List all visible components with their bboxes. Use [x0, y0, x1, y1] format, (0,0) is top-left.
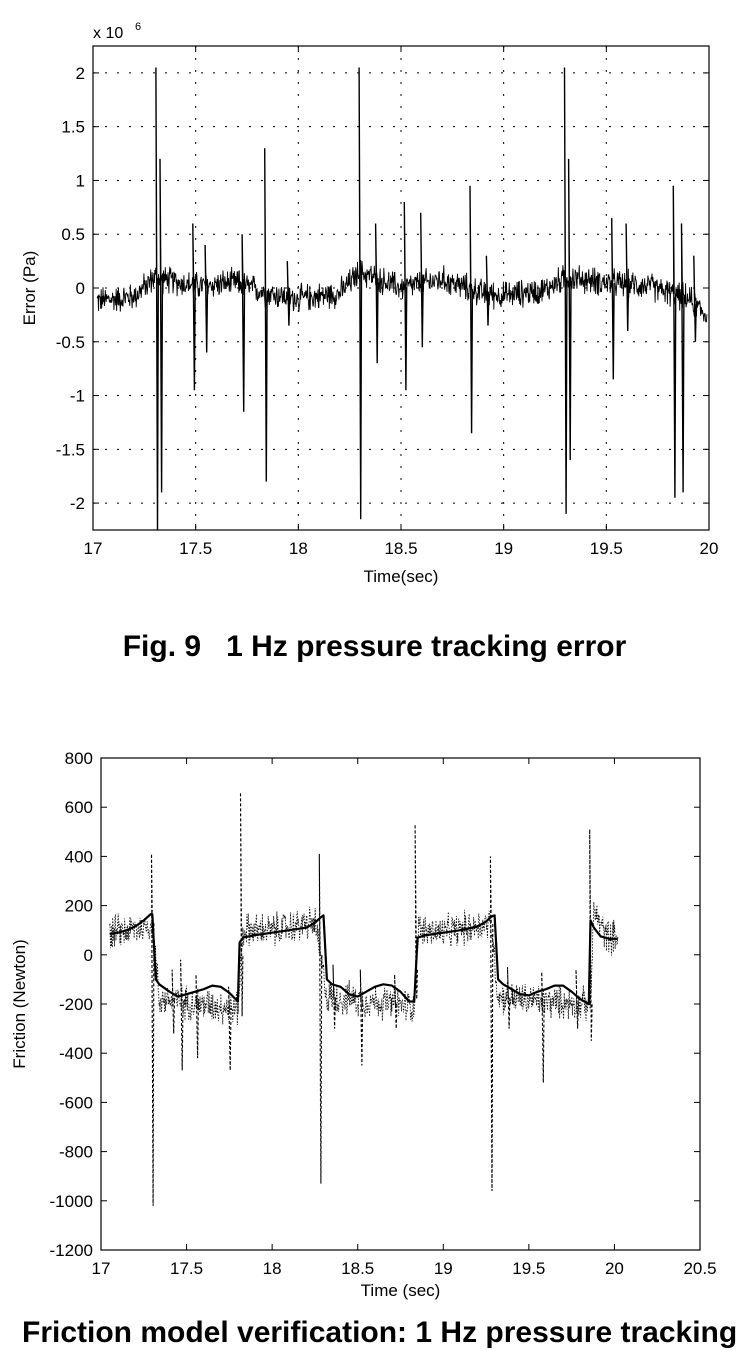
x-tick-label: 17.5: [179, 539, 212, 558]
plot-frame: [100, 757, 701, 1251]
x-tick-label: 19.5: [512, 1259, 545, 1278]
x-tick-label: 17.5: [170, 1259, 203, 1278]
y-tick-label: 400: [65, 847, 93, 866]
series-spike: [589, 829, 593, 1041]
series-spike: [420, 212, 424, 348]
series-spike: [414, 824, 419, 1000]
series-spike: [192, 223, 196, 391]
chart-friction-model: 17 17.5 18 18.5 19 19.5 20 20.5 -1200 -1000 -800 -6…: [10, 749, 717, 1300]
x-tick-label: 17: [92, 1259, 111, 1278]
y-tick-label: -200: [59, 995, 93, 1014]
y-tick-label: 200: [65, 897, 93, 916]
y-tick-label: 1: [76, 171, 85, 190]
series-spike: [575, 969, 579, 1029]
series-spike: [241, 234, 246, 412]
series-spike: [358, 67, 363, 520]
series-trace-1: [109, 901, 619, 1026]
y-tick-label: 600: [65, 798, 93, 817]
tick-group: 17 17.5 18 18.5 19 19.5 20 20.5 -1200 -1000 -800 -6…: [50, 749, 717, 1278]
series-spike: [693, 255, 697, 342]
y-tick-label: 2: [76, 64, 85, 83]
series-spike: [394, 974, 398, 1029]
x-axis-label: Time(sec): [364, 567, 439, 586]
series-spike: [286, 261, 291, 326]
y-tick-label: -0.5: [56, 333, 85, 352]
series-spike: [506, 967, 511, 1029]
series-spike: [567, 158, 572, 461]
x-tick-label: 18: [263, 1259, 282, 1278]
x-tick-label: 18.5: [384, 539, 417, 558]
y-tick-label: -400: [59, 1044, 93, 1063]
series-spike: [318, 853, 323, 1184]
series-spike: [485, 255, 490, 326]
x-tick-label: 20: [605, 1259, 624, 1278]
y-multiplier-exponent: 6: [135, 21, 141, 33]
series-spike: [159, 158, 164, 493]
series-spike: [469, 185, 474, 434]
series-spike: [195, 974, 199, 1059]
x-axis-label: Time (sec): [361, 1281, 441, 1300]
y-tick-label: -800: [59, 1143, 93, 1162]
x-tick-label: 18.5: [341, 1259, 374, 1278]
x-tick-label: 20.5: [683, 1259, 716, 1278]
x-tick-label: 17: [84, 539, 103, 558]
y-tick-label: -2: [70, 494, 85, 513]
series-spike: [332, 964, 336, 1029]
y-axis-label: Error (Pa): [20, 251, 39, 326]
series-spike: [541, 971, 545, 1083]
series-spike: [489, 856, 494, 1192]
series-spike: [359, 969, 364, 1066]
series-group: [96, 67, 708, 531]
y-tick-label: -1000: [50, 1192, 93, 1211]
x-tick-label: 19: [434, 1259, 453, 1278]
series-group: [109, 792, 619, 1206]
x-tick-label: 19.5: [590, 539, 623, 558]
y-multiplier-label: x 10: [93, 25, 123, 42]
series-spike: [403, 201, 408, 391]
series-spike: [204, 244, 209, 353]
y-tick-label: -1.5: [56, 440, 85, 459]
y-tick-label: 0: [84, 946, 93, 965]
y-tick-label: 1.5: [61, 118, 85, 137]
y-tick-label: -600: [59, 1093, 93, 1112]
x-tick-label: 20: [700, 539, 719, 558]
x-tick-label: 19: [494, 539, 513, 558]
y-tick-label: 800: [65, 749, 93, 768]
chart-pressure-error: 17 17.5 18 18.5 19 19.5 20 -2 -1.5 -1 -0.5 0 0.5 1 1.5…: [20, 21, 719, 586]
series-spike: [264, 148, 268, 482]
figure-caption-1: Fig. 9 1 Hz pressure tracking error: [122, 630, 627, 663]
series-trace-0: [96, 259, 708, 323]
figure-caption-2: Friction model verification: 1 Hz pressu…: [22, 1316, 738, 1349]
series-spike: [180, 959, 184, 1071]
series-spike: [611, 218, 615, 380]
series-spike: [150, 853, 155, 1206]
y-axis-label: Friction (Newton): [10, 939, 29, 1068]
series-spike: [239, 792, 244, 1017]
series-spike: [228, 986, 232, 1071]
series-spike: [680, 223, 685, 493]
series-spike: [672, 185, 677, 498]
y-tick-label: 0: [76, 279, 85, 298]
series-spike: [155, 67, 159, 531]
series-spike: [625, 223, 630, 332]
series-spike: [374, 223, 379, 364]
y-tick-label: 0.5: [61, 225, 85, 244]
y-tick-label: -1200: [50, 1241, 93, 1260]
series-spike: [563, 67, 568, 514]
y-tick-label: -1: [70, 387, 85, 406]
tick-group: 17 17.5 18 18.5 19 19.5 20 -2 -1.5 -1 -0.5 0 0.5 1 1.5…: [56, 46, 719, 558]
series-spike: [171, 969, 176, 1034]
x-tick-label: 18: [289, 539, 308, 558]
